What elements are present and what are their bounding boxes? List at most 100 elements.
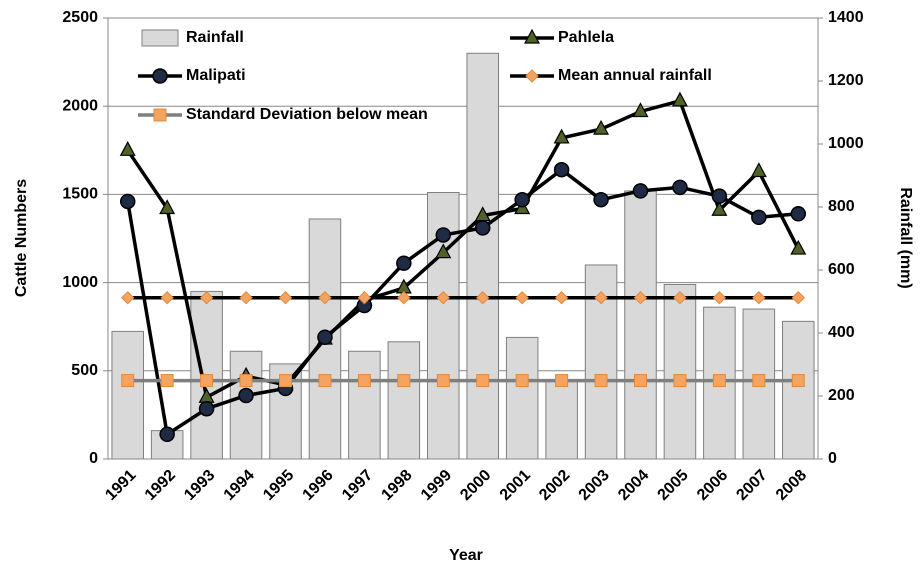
marker bbox=[671, 91, 688, 107]
x-tick-label: 2006 bbox=[694, 467, 731, 504]
bar bbox=[545, 379, 578, 460]
y2-tick-label: 600 bbox=[828, 261, 855, 278]
marker bbox=[435, 227, 452, 243]
y2-axis-title: Rainfall (mm) bbox=[897, 187, 914, 288]
marker bbox=[712, 374, 726, 388]
marker bbox=[553, 128, 570, 144]
marker bbox=[239, 291, 253, 305]
x-tick-label: 2002 bbox=[536, 467, 573, 504]
marker bbox=[200, 374, 214, 388]
x-tick-label: 1992 bbox=[142, 467, 179, 504]
marker bbox=[553, 161, 570, 178]
x-tick-label: 2000 bbox=[457, 467, 494, 504]
legend-marker bbox=[525, 69, 539, 83]
y2-tick-label: 1000 bbox=[828, 135, 864, 152]
bar bbox=[782, 320, 815, 460]
marker bbox=[633, 291, 648, 305]
marker bbox=[318, 291, 332, 305]
marker bbox=[790, 206, 807, 222]
marker bbox=[159, 199, 176, 215]
legend-label: Standard Deviation below mean bbox=[186, 106, 428, 123]
marker bbox=[278, 291, 293, 305]
marker bbox=[436, 374, 450, 388]
marker bbox=[711, 201, 728, 216]
legend-marker bbox=[523, 28, 541, 44]
marker bbox=[594, 374, 608, 388]
marker bbox=[554, 291, 569, 305]
x-tick-label: 1994 bbox=[221, 467, 258, 504]
marker bbox=[790, 239, 807, 255]
marker bbox=[121, 374, 135, 388]
marker bbox=[711, 188, 728, 204]
marker bbox=[239, 374, 253, 388]
legend-marker bbox=[152, 68, 168, 84]
y-axis-title: Cattle Numbers bbox=[13, 179, 30, 297]
bar bbox=[663, 283, 697, 460]
marker bbox=[396, 255, 412, 271]
marker bbox=[397, 291, 411, 305]
marker bbox=[791, 374, 805, 388]
marker bbox=[198, 400, 215, 417]
marker bbox=[634, 374, 647, 388]
marker bbox=[632, 102, 649, 118]
marker bbox=[318, 374, 332, 388]
marker bbox=[317, 329, 333, 346]
marker bbox=[159, 426, 175, 443]
marker bbox=[791, 291, 805, 305]
marker bbox=[555, 374, 569, 388]
y2-tick-label: 0 bbox=[828, 450, 837, 467]
x-tick-label: 1999 bbox=[418, 467, 455, 504]
marker bbox=[199, 291, 214, 305]
x-tick-label: 1995 bbox=[260, 467, 297, 504]
bar bbox=[348, 350, 381, 460]
marker bbox=[357, 291, 372, 305]
bar bbox=[466, 52, 500, 460]
marker bbox=[160, 374, 174, 388]
legend-marker bbox=[153, 108, 167, 122]
x-axis-title: Year bbox=[449, 547, 483, 564]
x-tick-label: 2008 bbox=[773, 467, 810, 504]
marker bbox=[752, 374, 766, 388]
x-tick-label: 2003 bbox=[576, 467, 613, 504]
marker bbox=[752, 291, 766, 305]
marker bbox=[474, 220, 491, 236]
marker bbox=[357, 374, 371, 388]
marker bbox=[435, 243, 452, 259]
marker bbox=[436, 291, 450, 305]
legend-label: Pahlela bbox=[558, 29, 614, 46]
legend-label: Rainfall bbox=[186, 29, 244, 46]
x-tick-label: 2004 bbox=[615, 467, 652, 504]
marker bbox=[672, 179, 688, 196]
y2-tick-label: 800 bbox=[828, 198, 855, 215]
x-tick-label: 1991 bbox=[102, 467, 139, 504]
y-tick-label: 1000 bbox=[62, 274, 98, 291]
x-tick-label: 1993 bbox=[181, 467, 218, 504]
legend-label: Mean annual rainfall bbox=[558, 67, 712, 84]
x-tick-label: 1998 bbox=[378, 467, 415, 504]
marker bbox=[397, 374, 411, 388]
x-tick-label: 1996 bbox=[300, 467, 337, 504]
marker bbox=[119, 141, 136, 156]
marker bbox=[673, 291, 687, 305]
marker bbox=[160, 291, 174, 305]
y2-tick-label: 200 bbox=[828, 387, 855, 404]
marker bbox=[476, 374, 490, 388]
x-tick-label: 1997 bbox=[339, 467, 376, 504]
bar bbox=[505, 336, 539, 460]
y-tick-label: 0 bbox=[89, 450, 98, 467]
marker bbox=[515, 291, 529, 305]
marker bbox=[673, 374, 687, 388]
y2-tick-label: 1400 bbox=[828, 9, 864, 26]
marker bbox=[515, 374, 529, 388]
bar bbox=[111, 330, 144, 460]
line bbox=[126, 98, 800, 400]
marker bbox=[751, 209, 767, 226]
line bbox=[125, 167, 799, 438]
bar bbox=[387, 341, 421, 460]
y-tick-label: 2500 bbox=[62, 9, 98, 26]
x-tick-label: 2007 bbox=[733, 467, 770, 504]
marker bbox=[514, 191, 530, 208]
marker bbox=[712, 291, 727, 305]
marker bbox=[593, 119, 610, 135]
